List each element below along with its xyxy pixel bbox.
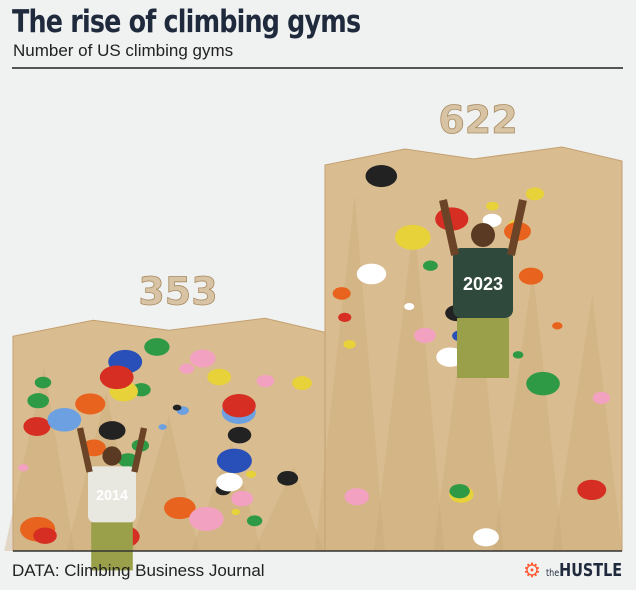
climbing-hold [216, 448, 252, 474]
climbing-hold [423, 260, 438, 271]
climbing-hold [189, 506, 224, 532]
climbing-hold [292, 376, 312, 391]
climbing-hold [99, 365, 134, 390]
climbing-hold [33, 527, 57, 544]
climbing-hold [482, 213, 502, 227]
wall-facet [374, 220, 445, 551]
climbing-hold [144, 338, 170, 356]
climbing-hold [189, 349, 216, 368]
climbing-hold [47, 407, 82, 432]
chart-subtitle: Number of US climbing gyms [13, 41, 234, 60]
wall-facet [4, 366, 75, 551]
chart-title: The rise of climbing gyms [12, 4, 361, 40]
climbing-hold [227, 426, 252, 444]
wall-facet [314, 195, 385, 551]
climbing-hold [172, 404, 182, 411]
climbing-hold [216, 472, 243, 492]
climber-2014: 2014 [76, 427, 148, 571]
climbing-hold [356, 263, 387, 285]
climbing-hold [27, 393, 50, 409]
wall-facet [492, 270, 563, 551]
climbing-hold [164, 496, 196, 520]
climbing-hold [256, 374, 275, 388]
climbing-hold [473, 528, 499, 547]
climbing-hold [512, 351, 524, 359]
wall-facet [253, 466, 324, 551]
climbing-hold [158, 424, 167, 430]
climbing-hold [414, 327, 436, 344]
climbing-hold [34, 376, 52, 389]
climbing-hold [365, 165, 398, 188]
climbing-hold [525, 187, 545, 201]
climbing-hold [343, 340, 356, 349]
climbing-hold [404, 302, 415, 311]
climbing-hold [277, 470, 299, 486]
climber-2023: 2023 [439, 199, 527, 378]
shirt-year: 2023 [463, 274, 503, 294]
climbing-hold [592, 391, 611, 405]
hustle-logo: theHUSTLE [545, 560, 622, 581]
climbing-hold [344, 488, 370, 506]
climbing-hold [207, 368, 232, 386]
climbing-hold [246, 515, 263, 527]
climbing-hold [526, 371, 560, 396]
climbing-hold [338, 312, 352, 322]
climbing-hold [18, 464, 29, 472]
climbing-hold [23, 417, 51, 437]
source-note: DATA: Climbing Business Journal [12, 561, 265, 580]
climbing-hold [577, 479, 607, 501]
climbing-hold [75, 393, 106, 415]
climbing-hold [179, 363, 195, 374]
climbing-hold [486, 201, 499, 211]
climbing-hold [231, 490, 254, 507]
wall-facet [433, 245, 504, 551]
climbing-hold [222, 394, 256, 418]
divider [12, 67, 623, 69]
climbing-hold [98, 421, 126, 440]
climbing-hold [449, 484, 470, 499]
shirt-year: 2014 [96, 488, 128, 504]
climbing-hold [518, 267, 544, 285]
climbing-hold [231, 508, 241, 516]
climbing-hold [246, 470, 257, 478]
data-label-2023: 622 [438, 98, 517, 142]
climbing-hold [332, 287, 351, 300]
data-label-2014: 353 [138, 269, 217, 313]
hubspot-sprocket-icon: ⚙ [523, 560, 541, 582]
climbing-hold [394, 224, 431, 250]
climbing-hold [552, 322, 563, 330]
